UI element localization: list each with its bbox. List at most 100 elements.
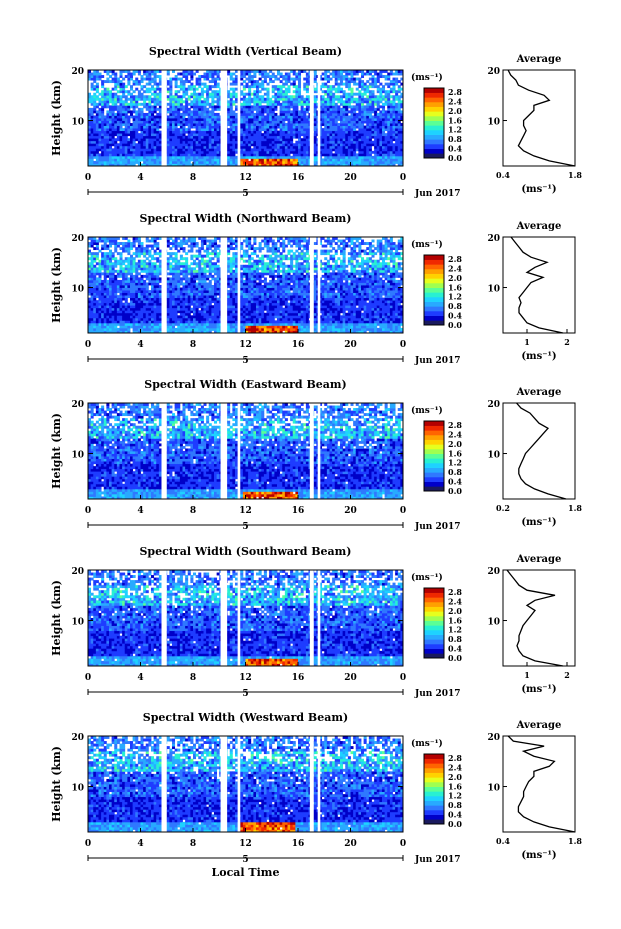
panel-1: Spectral Width (Northward Beam)2010Heigh… (50, 212, 576, 366)
x-tick-label: 16 (292, 340, 305, 350)
colorbar-swatch (424, 292, 444, 298)
average-x-tick-label: 1 (524, 337, 530, 347)
x-tick-label: 0 (85, 173, 91, 183)
colorbar-frame (423, 87, 445, 159)
data-gap (237, 70, 241, 166)
y-tick-label: 10 (71, 118, 84, 128)
colorbar: 2.82.42.01.61.20.80.40.0 (423, 753, 462, 829)
panel-2: Spectral Width (Eastward Beam) 20 10 Height… (50, 378, 582, 532)
x-tick-label: 20 (344, 506, 357, 516)
data-gap (309, 736, 314, 832)
colorbar-tick-label: 2.4 (448, 429, 462, 439)
average-y-tick-label: 20 (487, 733, 500, 743)
day-label: 5 (242, 855, 248, 865)
data-gap (237, 237, 241, 333)
colorbar-tick-label: 2.0 (448, 273, 462, 283)
panel-title: Spectral Width (Northward Beam) (140, 212, 352, 225)
colorbar-swatch (424, 782, 444, 787)
day-label: 5 (242, 189, 248, 199)
heatmap-cells (88, 70, 404, 167)
colorbar-swatch (424, 125, 444, 131)
average-x-tick-label: 1.8 (568, 170, 582, 180)
x-tick-label: 12 (239, 340, 252, 350)
average-profile-line (507, 69, 576, 167)
x-tick-label: 16 (292, 506, 305, 516)
colorbar-frame (423, 254, 445, 326)
month-label: Jun 2017 (414, 689, 461, 699)
colorbar-swatch (424, 311, 444, 316)
colorbar-swatch (424, 425, 444, 431)
colorbar-swatch (424, 791, 444, 797)
x-tick-label: 16 (292, 839, 305, 849)
average-title: Average (516, 720, 562, 731)
x-tick-label: 0 (400, 839, 406, 849)
colorbar-tick-label: 1.2 (448, 791, 462, 801)
colorbar: 2.82.42.01.61.20.80.40.0 (423, 87, 462, 163)
colorbar-swatch (424, 130, 444, 135)
colorbar-swatch (424, 259, 444, 265)
colorbar-swatch (424, 606, 444, 612)
colorbar-swatch (424, 634, 444, 640)
colorbar-swatch (424, 430, 444, 436)
average-unit: (ms⁻¹) (521, 684, 556, 695)
colorbar-swatch (424, 301, 444, 307)
colorbar-swatch (424, 97, 444, 103)
colorbar-tick-label: 0.8 (448, 134, 462, 144)
colorbar-swatch (424, 814, 444, 820)
colorbar-unit: (ms⁻¹) (411, 738, 443, 749)
x-tick-label: 4 (137, 839, 143, 849)
average-y-tick-label: 10 (487, 451, 500, 461)
average-frame (502, 69, 576, 167)
colorbar-swatch (424, 106, 444, 112)
colorbar-tick-label: 1.6 (448, 115, 462, 125)
average-title: Average (516, 221, 562, 232)
colorbar-tick-label: 2.0 (448, 772, 462, 782)
colorbar-swatch (424, 255, 444, 260)
average-y-tick-label: 10 (487, 118, 500, 128)
colorbar-swatch (424, 463, 444, 468)
colorbar-tick-label: 1.2 (448, 625, 462, 635)
colorbar-tick-label: 1.6 (448, 282, 462, 292)
data-gap (309, 403, 314, 499)
colorbar-frame (423, 587, 445, 659)
x-tick-label: 12 (239, 506, 252, 516)
x-tick-label: 8 (190, 173, 196, 183)
x-axis-label: Local Time (212, 866, 280, 879)
colorbar-swatch (424, 611, 444, 617)
data-gap (220, 237, 228, 333)
colorbar: 2.82.42.01.61.20.80.40.0 (423, 587, 462, 663)
colorbar-tick-label: 0.4 (448, 644, 462, 654)
colorbar-swatch (424, 805, 444, 811)
colorbar-swatch (424, 283, 444, 288)
colorbar-swatch (424, 486, 444, 492)
colorbar-tick-label: 0.8 (448, 800, 462, 810)
colorbar-tick-label: 0.8 (448, 301, 462, 311)
x-tick-label: 0 (85, 340, 91, 350)
data-gap (317, 570, 321, 666)
colorbar-swatch (424, 116, 444, 121)
x-tick-label: 0 (400, 506, 406, 516)
average-profile-line (507, 735, 576, 833)
heatmap-cells (88, 403, 404, 500)
y-tick-label: 20 (71, 733, 84, 743)
colorbar-swatch (424, 786, 444, 792)
average-unit: (ms⁻¹) (521, 850, 556, 861)
x-tick-label: 16 (292, 173, 305, 183)
colorbar-tick-label: 2.0 (448, 606, 462, 616)
colorbar-tick-label: 0.0 (448, 819, 462, 829)
colorbar-swatch (424, 819, 444, 825)
x-tick-label: 8 (190, 839, 196, 849)
colorbar-tick-label: 2.4 (448, 762, 462, 772)
average-title: Average (516, 387, 562, 398)
average-title: Average (516, 54, 562, 65)
x-tick-label: 8 (190, 506, 196, 516)
data-gap (161, 237, 167, 333)
colorbar-swatch (424, 467, 444, 473)
y-axis-label: Height (km) (50, 80, 63, 156)
colorbar-swatch (424, 306, 444, 312)
average-y-tick-label: 10 (487, 285, 500, 295)
average-y-tick-label: 20 (487, 234, 500, 244)
colorbar-tick-label: 1.6 (448, 448, 462, 458)
colorbar-tick-label: 2.4 (448, 596, 462, 606)
colorbar-swatch (424, 592, 444, 598)
